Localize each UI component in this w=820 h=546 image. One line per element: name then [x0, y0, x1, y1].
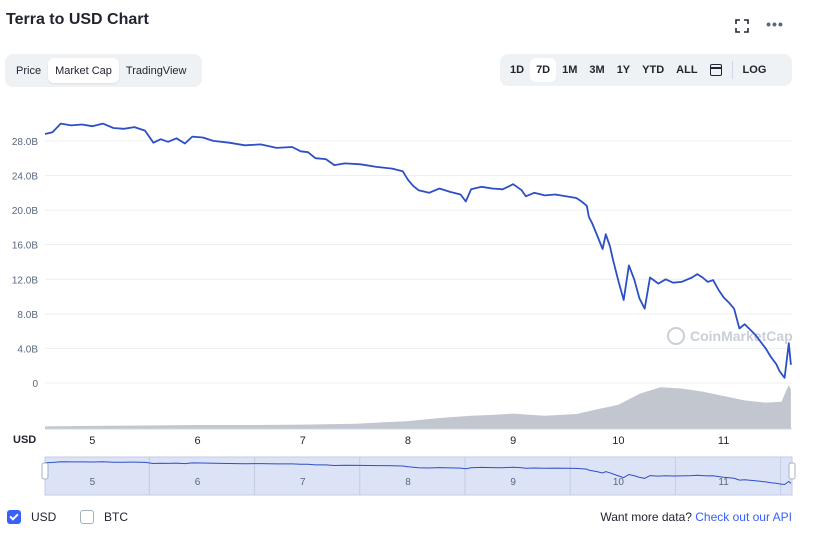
- x-tick-label: 11: [718, 435, 729, 447]
- range-ytd[interactable]: YTD: [642, 64, 665, 76]
- navigator-tick-label: 10: [613, 477, 625, 488]
- series-line-usd: [44, 122, 792, 379]
- range-3m[interactable]: 3M: [589, 64, 605, 76]
- x-tick-label: 9: [510, 435, 516, 447]
- time-range-selector: 1D 7D 1M 3M 1Y YTD ALL LOG: [500, 54, 792, 86]
- navigator-series-line: [44, 461, 792, 486]
- tab-market-cap-label: Market Cap: [55, 64, 112, 77]
- navigator-tick-label: 11: [718, 477, 729, 488]
- y-tick-label: 16.0B: [12, 241, 38, 252]
- x-tick-label: 5: [89, 435, 95, 447]
- y-tick-label: 0: [32, 379, 38, 390]
- watermark-text: CoinMarketCap: [690, 328, 793, 344]
- usd-label: USD: [31, 510, 57, 524]
- navigator-tick-label: 8: [405, 477, 411, 488]
- watermark-logo-icon: [667, 327, 685, 345]
- range-7d[interactable]: 7D: [530, 58, 557, 82]
- fullscreen-icon-svg: [735, 19, 749, 33]
- chart-title: Terra to USD Chart: [6, 11, 149, 28]
- btc-checkbox[interactable]: [80, 510, 94, 524]
- volume-area: [45, 385, 791, 429]
- y-tick-label: 4.0B: [17, 344, 38, 355]
- api-link[interactable]: Check out our API: [695, 510, 792, 524]
- range-1m[interactable]: 1M: [562, 64, 578, 76]
- currency-axis-label: USD: [13, 434, 36, 446]
- range-1d[interactable]: 1D: [510, 64, 525, 76]
- y-tick-label: 24.0B: [12, 172, 38, 183]
- tab-tradingview[interactable]: TradingView: [119, 58, 194, 83]
- range-divider: [731, 61, 733, 79]
- calendar-button[interactable]: [704, 58, 728, 82]
- x-tick-label: 10: [612, 435, 624, 447]
- navigator-tick-label: 9: [510, 477, 516, 488]
- btc-label: BTC: [104, 510, 128, 524]
- usd-toggle[interactable]: USD: [7, 510, 56, 524]
- x-tick-label: 6: [194, 435, 200, 447]
- tab-tradingview-label: TradingView: [125, 64, 187, 77]
- x-tick-label: 7: [300, 435, 306, 447]
- chart-type-tabs: Price Market Cap TradingView: [5, 54, 202, 87]
- y-tick-label: 20.0B: [12, 206, 38, 217]
- more-data-text: Want more data?: [600, 510, 692, 524]
- navigator-handle-right[interactable]: [788, 462, 796, 480]
- btc-toggle[interactable]: BTC: [80, 510, 128, 524]
- x-tick-label: 8: [405, 435, 411, 447]
- y-tick-label: 8.0B: [17, 310, 38, 321]
- more-options-icon[interactable]: •••: [766, 16, 784, 32]
- y-tick-label: 12.0B: [12, 275, 38, 286]
- range-all[interactable]: ALL: [676, 64, 698, 76]
- range-1y[interactable]: 1Y: [616, 64, 631, 76]
- y-tick-label: 28.0B: [12, 137, 38, 148]
- market-cap-chart[interactable]: 0 4.0B 8.0B 12.0B 16.0B 20.0B 24.0B 28.0B CoinMa…: [0, 95, 820, 500]
- navigator-tick-label: 7: [300, 477, 306, 488]
- fullscreen-icon[interactable]: [732, 16, 752, 36]
- tab-price[interactable]: Price: [9, 58, 48, 83]
- navigator-tick-label: 6: [195, 477, 201, 488]
- log-scale-toggle[interactable]: LOG: [742, 64, 767, 76]
- tab-market-cap[interactable]: Market Cap: [48, 58, 119, 83]
- navigator-handle-left[interactable]: [41, 462, 49, 480]
- calendar-icon: [709, 64, 722, 76]
- usd-checkbox[interactable]: [7, 510, 21, 524]
- tab-price-label: Price: [16, 64, 42, 77]
- api-promo: Want more data? Check out our API: [600, 510, 792, 524]
- navigator-tick-label: 5: [90, 477, 96, 488]
